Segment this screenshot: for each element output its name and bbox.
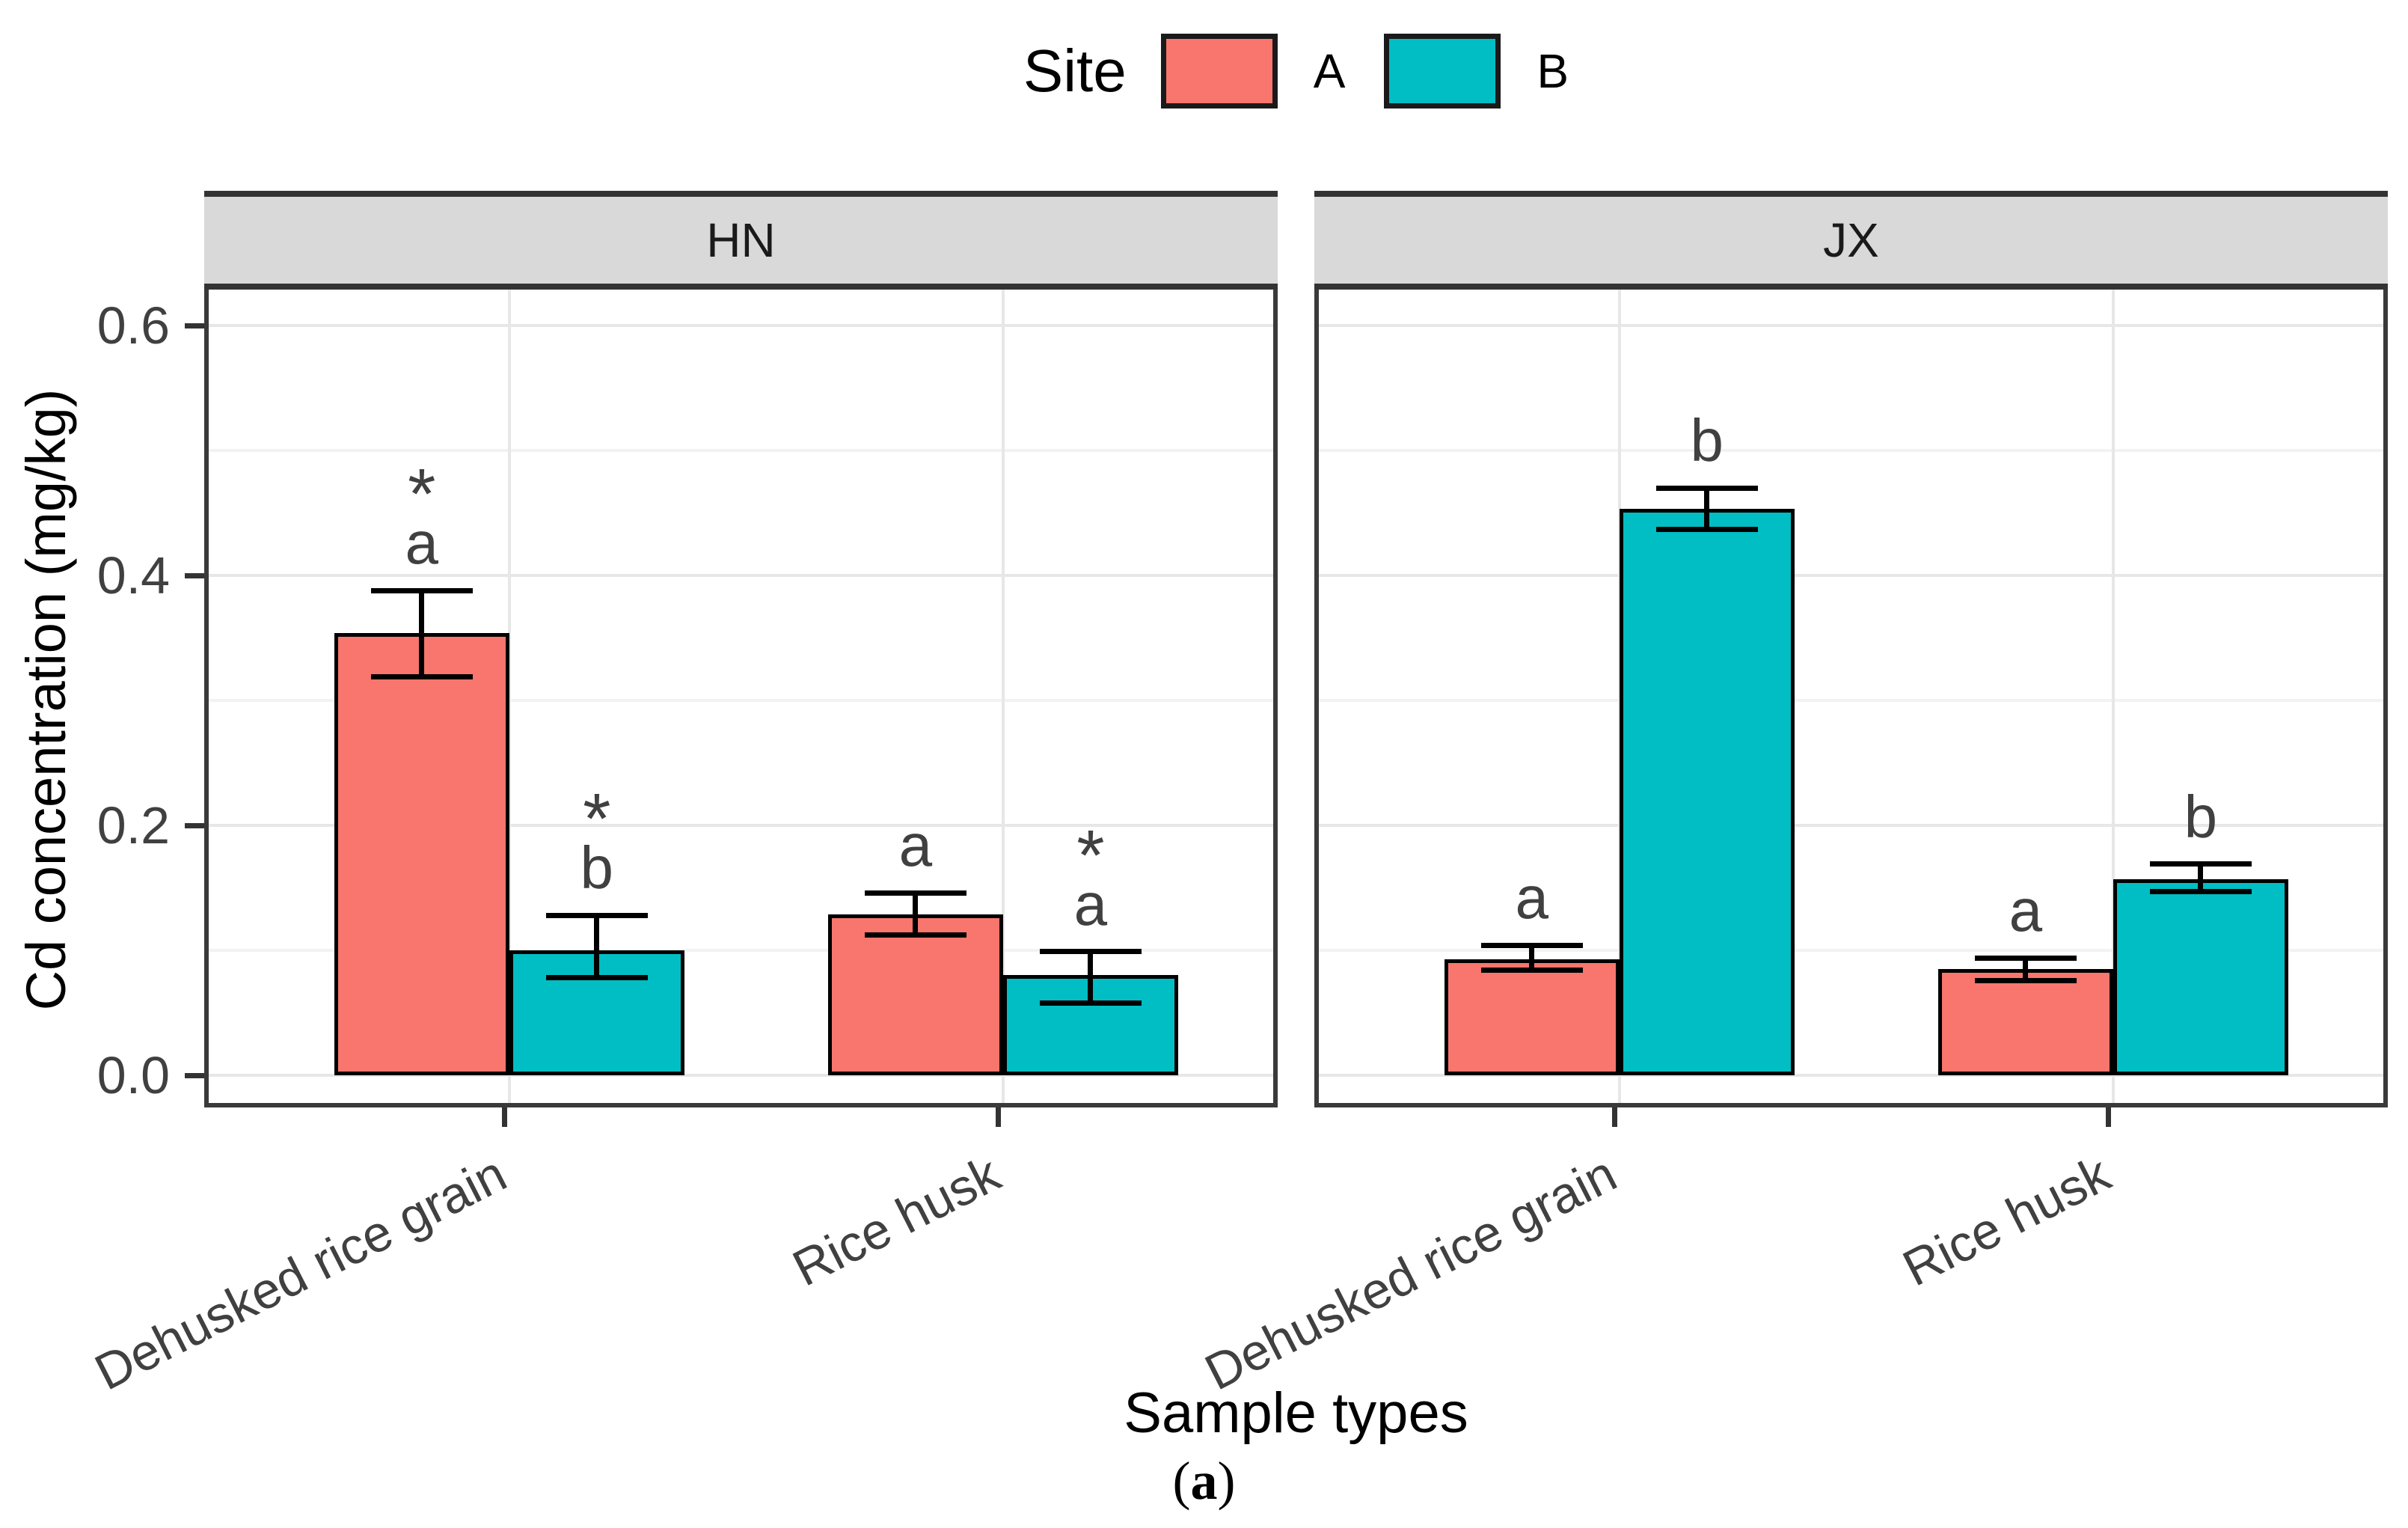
figure-caption: (a) bbox=[0, 1450, 2408, 1512]
caption-open-paren: ( bbox=[1172, 1451, 1191, 1511]
error-bar-cap-bottom bbox=[370, 673, 473, 679]
significance-letter: b bbox=[580, 834, 614, 902]
significance-annotation: * b bbox=[515, 779, 679, 902]
error-bar-cap-bottom bbox=[1974, 977, 2077, 983]
y-tick-label: 0.4 bbox=[96, 546, 170, 605]
significance-annotation: a bbox=[1450, 864, 1614, 932]
error-bar-cap-bottom bbox=[864, 932, 966, 938]
error-bar bbox=[594, 915, 600, 978]
panel-jx: a a b b bbox=[1314, 290, 2388, 1107]
caption-close-paren: ) bbox=[1217, 1451, 1236, 1511]
y-tick-mark bbox=[185, 323, 204, 328]
y-tick-label: 0.6 bbox=[96, 296, 170, 355]
gridline-h bbox=[209, 324, 1273, 327]
bar-hn-a-0 bbox=[334, 632, 509, 1075]
error-bar-cap-top bbox=[864, 890, 966, 896]
error-bar bbox=[913, 893, 919, 935]
significance-letter: a bbox=[2009, 877, 2043, 944]
gridline-h bbox=[209, 824, 1273, 827]
x-tick-mark bbox=[2106, 1107, 2112, 1127]
legend-title: Site bbox=[1023, 37, 1127, 104]
error-bar-cap-top bbox=[545, 912, 648, 918]
gridline-h bbox=[1319, 574, 2383, 577]
error-bar-cap-bottom bbox=[1039, 1000, 1142, 1006]
legend-label-a: A bbox=[1313, 44, 1346, 98]
gridline-v bbox=[507, 290, 511, 1103]
gridline-h bbox=[1319, 1074, 2383, 1077]
error-bar-cap-bottom bbox=[1480, 968, 1583, 974]
error-bar bbox=[1704, 488, 1710, 530]
error-bar-cap-top bbox=[1974, 955, 2077, 961]
error-bar-cap-top bbox=[2149, 861, 2252, 867]
gridline-h bbox=[1319, 949, 2383, 952]
significance-annotation: a bbox=[1943, 877, 2108, 944]
error-bar bbox=[1529, 945, 1535, 971]
error-bar-cap-bottom bbox=[545, 975, 648, 981]
legend-swatch-b-icon bbox=[1384, 34, 1501, 109]
bar-jx-b-0 bbox=[1619, 509, 1795, 1075]
x-axis-title: Sample types bbox=[1124, 1381, 1468, 1445]
error-bar-cap-top bbox=[1655, 485, 1758, 491]
legend-swatch-a-icon bbox=[1160, 34, 1278, 109]
gridline-h bbox=[1319, 824, 2383, 827]
significance-annotation: * a bbox=[340, 454, 504, 577]
x-tick-mark bbox=[1612, 1107, 1618, 1127]
facet-strip-jx: JX bbox=[1314, 191, 2388, 290]
significance-letter: a bbox=[898, 812, 933, 879]
gridline-v bbox=[1001, 290, 1005, 1103]
error-bar-cap-top bbox=[1480, 942, 1583, 948]
error-bar bbox=[419, 590, 425, 677]
significance-annotation: b bbox=[2119, 783, 2283, 850]
error-bar-cap-top bbox=[1039, 949, 1142, 955]
asterisk-mark: * bbox=[1076, 815, 1105, 896]
gridline-h bbox=[1319, 449, 2383, 452]
significance-annotation: * a bbox=[1008, 815, 1173, 938]
significance-letter: a bbox=[1515, 864, 1549, 932]
facet-strip-hn: HN bbox=[204, 191, 1278, 290]
legend: Site A B bbox=[204, 19, 2388, 123]
significance-annotation: b bbox=[1625, 407, 1789, 474]
caption-letter: a bbox=[1190, 1451, 1218, 1511]
error-bar bbox=[2198, 864, 2204, 892]
significance-annotation: a bbox=[833, 816, 998, 875]
error-bar-cap-top bbox=[370, 587, 473, 593]
bar-jx-a-0 bbox=[1444, 959, 1620, 1075]
significance-letter: b bbox=[1690, 407, 1724, 474]
error-bar-cap-bottom bbox=[1655, 526, 1758, 532]
legend-entry-b: B bbox=[1384, 34, 1569, 109]
x-tick-mark bbox=[502, 1107, 508, 1127]
legend-entry-a: A bbox=[1160, 34, 1346, 109]
gridline-h bbox=[1319, 324, 2383, 327]
bar-hn-a-1 bbox=[827, 914, 1003, 1075]
gridline-h bbox=[1319, 699, 2383, 702]
gridline-h bbox=[209, 949, 1273, 952]
error-bar bbox=[1088, 951, 1094, 1003]
error-bar-cap-bottom bbox=[2149, 889, 2252, 894]
y-tick-label: 0.0 bbox=[96, 1046, 170, 1104]
error-bar bbox=[2023, 958, 2029, 981]
y-tick-label: 0.2 bbox=[96, 796, 170, 855]
panel-hn: * a a * b * a bbox=[204, 290, 1278, 1107]
y-tick-mark bbox=[185, 1072, 204, 1078]
significance-letter: b bbox=[2184, 783, 2218, 850]
significance-letter: a bbox=[405, 510, 439, 577]
y-tick-mark bbox=[185, 822, 204, 828]
x-tick-mark bbox=[996, 1107, 1002, 1127]
bar-jx-a-1 bbox=[1937, 969, 2113, 1075]
gridline-h bbox=[209, 699, 1273, 702]
gridline-h bbox=[209, 1074, 1273, 1077]
significance-letter: a bbox=[1073, 870, 1108, 938]
bar-jx-b-1 bbox=[2113, 878, 2288, 1075]
gridline-h bbox=[209, 574, 1273, 577]
y-tick-mark bbox=[185, 572, 204, 578]
asterisk-mark: * bbox=[583, 779, 611, 860]
gridline-v bbox=[2111, 290, 2115, 1103]
legend-label-b: B bbox=[1537, 44, 1569, 98]
gridline-h bbox=[209, 449, 1273, 452]
asterisk-mark: * bbox=[408, 454, 436, 535]
